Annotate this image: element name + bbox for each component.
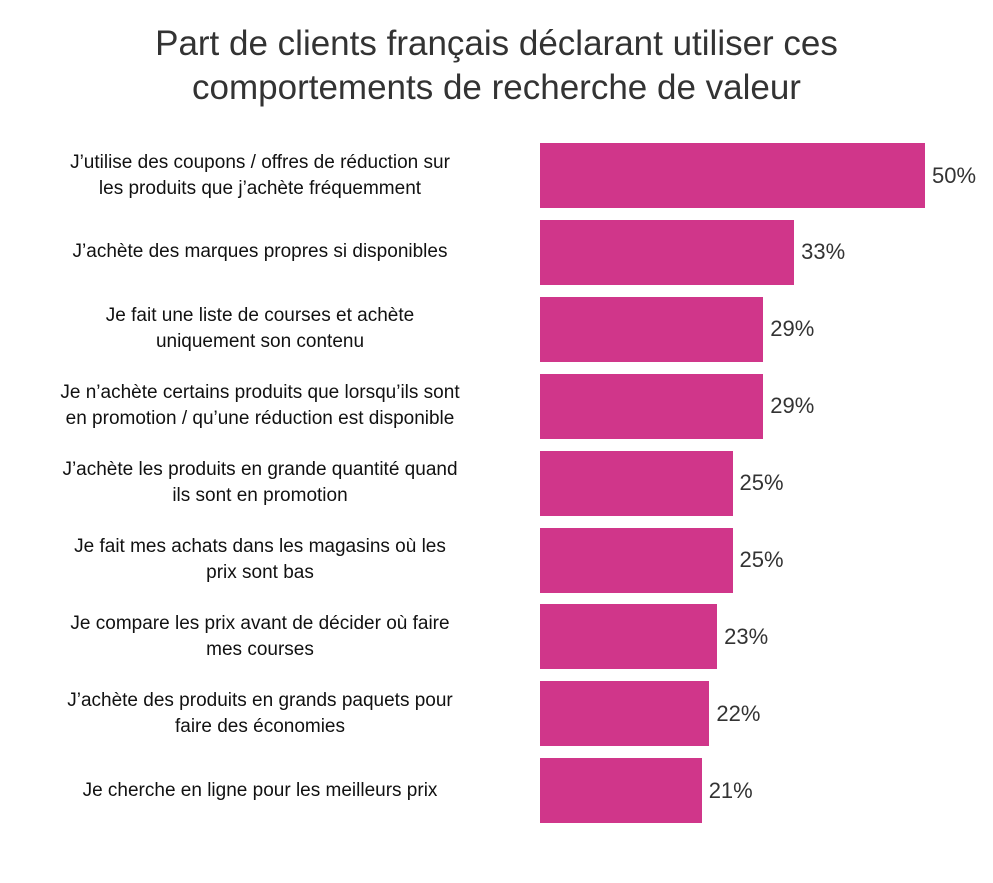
category-label: J’achète des marques propres si disponib…	[72, 241, 448, 263]
bar	[540, 296, 764, 362]
bar	[540, 373, 764, 439]
value-label: 22%	[716, 700, 761, 726]
value-label: 21%	[708, 777, 753, 803]
value-label: 33%	[801, 239, 846, 265]
bar	[540, 604, 718, 670]
category-label: Je compare les prix avant de décider où …	[70, 612, 450, 660]
category-label: Je n’achète certains produits que lorsqu…	[60, 382, 460, 430]
bar	[540, 143, 925, 208]
bar	[540, 681, 710, 747]
chart-title: Part de clients français déclarant utili…	[155, 24, 838, 107]
category-label: J’utilise des coupons / offres de réduct…	[70, 151, 450, 199]
value-label: 23%	[724, 623, 769, 649]
value-label: 29%	[770, 316, 815, 342]
value-label: 25%	[739, 470, 784, 496]
bar	[540, 219, 795, 285]
bar	[540, 527, 733, 593]
value-label: 29%	[770, 393, 815, 419]
value-label: 25%	[739, 547, 784, 572]
category-label: J’achète les produits en grande quantité…	[62, 459, 458, 507]
bar	[540, 758, 702, 824]
category-label: Je fait une liste de courses et achète u…	[105, 305, 415, 353]
category-label: Je cherche en ligne pour les meilleurs p…	[82, 779, 438, 801]
value-label: 50%	[932, 162, 977, 188]
category-label: Je fait mes achats dans les magasins où …	[74, 536, 446, 583]
bar	[540, 450, 733, 516]
category-label: J’achète des produits en grands paquets …	[67, 689, 453, 737]
